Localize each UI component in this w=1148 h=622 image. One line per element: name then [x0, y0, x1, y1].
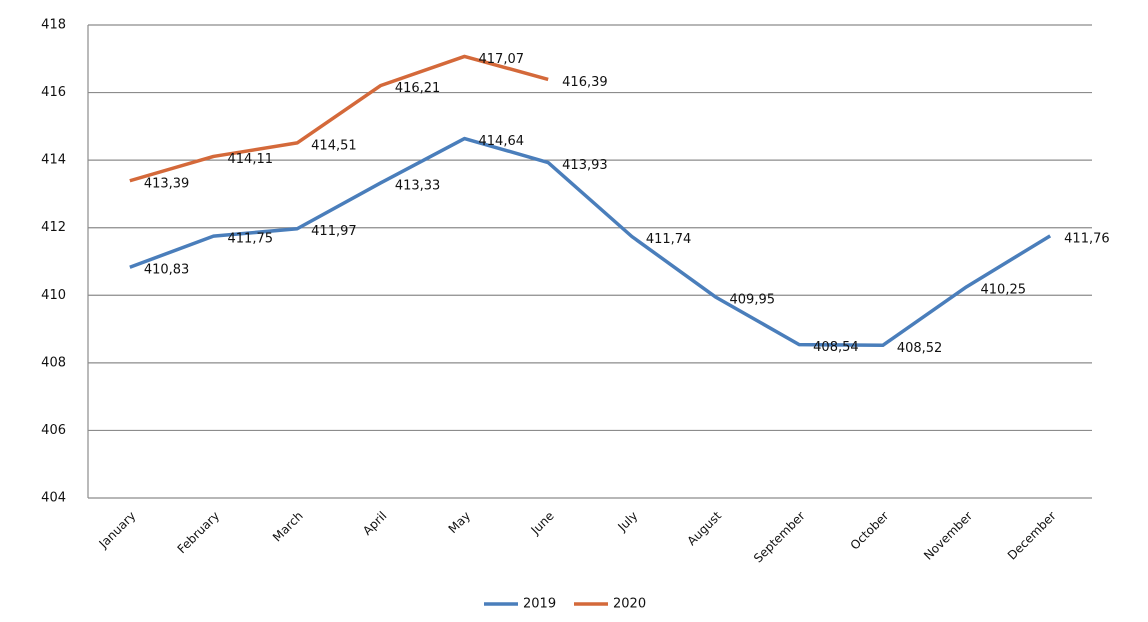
legend-label: 2020 [613, 597, 646, 612]
data-label: 414,11 [228, 152, 274, 167]
y-tick-label: 408 [41, 355, 66, 370]
data-label: 408,54 [813, 340, 859, 355]
series-line [129, 54, 549, 183]
data-label: 408,52 [897, 341, 943, 356]
y-tick-label: 414 [41, 153, 66, 168]
x-tick-label: November [921, 509, 975, 563]
data-label: 414,51 [311, 138, 357, 153]
data-label: 411,97 [311, 224, 357, 239]
series-line [129, 136, 1052, 348]
data-label: 411,75 [228, 232, 274, 247]
y-tick-label: 406 [41, 423, 66, 438]
x-tick-label: May [446, 509, 473, 536]
y-tick-label: 404 [41, 491, 66, 506]
x-tick-label: September [751, 509, 808, 566]
y-tick-label: 418 [41, 18, 66, 33]
x-tick-label: January [96, 509, 139, 552]
x-tick-label: April [360, 509, 389, 538]
data-label: 417,07 [479, 52, 525, 67]
y-tick-label: 410 [41, 288, 66, 303]
data-label: 414,64 [479, 134, 525, 149]
data-label: 413,33 [395, 178, 441, 193]
x-tick-label: June [528, 509, 557, 538]
data-label: 413,93 [562, 158, 608, 173]
data-label: 411,76 [1064, 231, 1110, 246]
data-label: 410,83 [144, 263, 190, 278]
y-tick-label: 412 [41, 220, 66, 235]
data-label: 416,21 [395, 81, 441, 96]
data-label: 409,95 [730, 292, 776, 307]
x-tick-label: February [175, 509, 223, 557]
x-tick-label: March [270, 509, 306, 545]
data-label: 413,39 [144, 176, 190, 191]
x-tick-label: December [1005, 509, 1059, 563]
data-label: 410,25 [981, 282, 1027, 297]
x-tick-label: October [848, 509, 892, 553]
data-label: 411,74 [646, 232, 692, 247]
x-tick-label: August [684, 508, 724, 548]
x-tick-label: July [615, 509, 641, 535]
y-tick-label: 416 [41, 85, 66, 100]
data-label: 416,39 [562, 75, 608, 90]
legend-label: 2019 [523, 597, 556, 612]
